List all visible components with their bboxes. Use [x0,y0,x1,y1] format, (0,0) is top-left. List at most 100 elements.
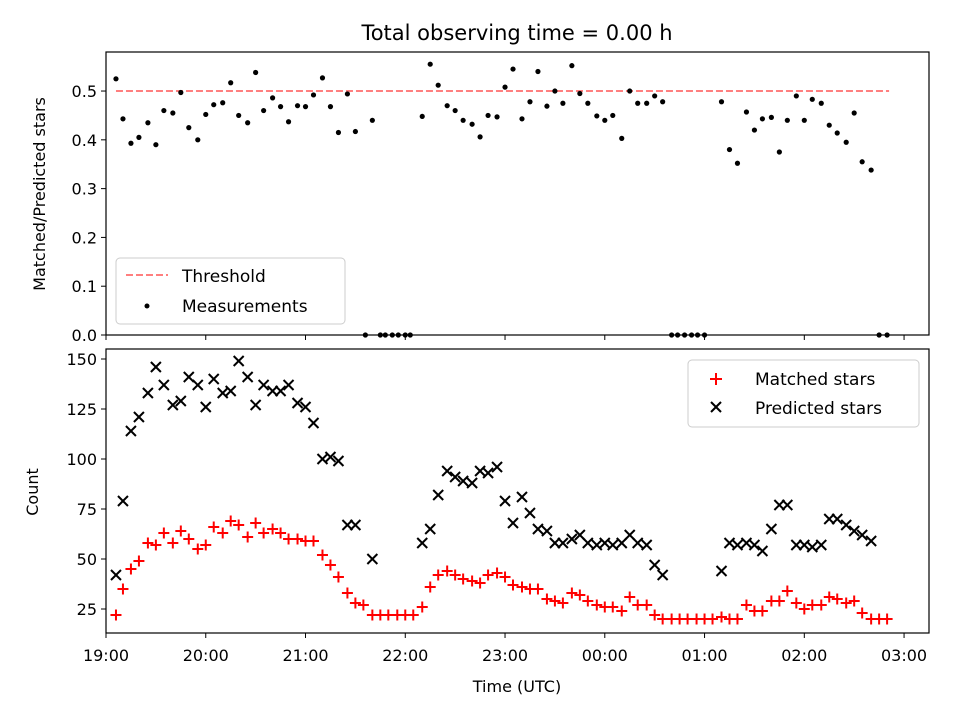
matched-stars-point [591,599,603,611]
predicted-stars-point [274,385,287,397]
legend-top-frame [115,257,346,325]
predicted-stars-point [291,397,304,409]
xtick-label: 19:00 [83,646,129,665]
predicted-stars-point [715,565,728,577]
measurement-point [635,100,641,106]
predicted-stars-point [441,465,453,477]
matched-stars-point [566,587,578,599]
predicted-stars-point [856,529,868,541]
matched-stars-point [158,527,170,539]
measurement-point [843,139,849,145]
measurement-point [818,100,824,106]
predicted-stars-point [224,385,237,397]
matched-stars-point [856,607,868,619]
predicted-stars-point [324,451,337,463]
top-ytick-label: 0.4 [72,131,97,150]
predicted-stars-point [806,541,818,553]
measurement-point [195,137,201,143]
matched-stars-point [316,549,328,561]
bottom-ytick-label: 50 [77,550,97,569]
matched-stars-point [607,601,619,613]
matched-stars-point [208,521,220,533]
predicted-stars-point [416,537,428,549]
predicted-stars-point [117,495,129,507]
measurement-point [485,112,491,119]
matched-stars-point [582,595,594,607]
predicted-stars-point [133,411,145,423]
measurement-point [627,88,633,94]
measurement-point [427,61,433,67]
matched-stars-point [881,613,893,625]
bottom-axes: 25 50 75 100 125 150 19:00 20:00 21:00 22:00 23:00… [66,348,930,665]
matched-stars-point [324,559,336,571]
bottom-axes-frame [105,348,930,634]
measurement-point [269,95,276,101]
top-axes: 0.0 0.1 0.2 0.3 0.4 0.5 [72,51,930,345]
matched-stars-point [117,583,129,595]
legend-matched-marker [710,373,722,385]
measurement-point [145,120,151,126]
predicted-stars-point [299,401,312,413]
measurement-point [660,99,666,105]
measurement-point [619,135,625,141]
top-ytick-label: 0.3 [72,180,97,199]
measurement-point [186,125,192,131]
matched-stars-point [649,609,661,621]
predicted-stars-point [516,491,528,503]
measurement-point [868,167,874,173]
measurement-point [327,104,334,110]
matched-stars-point [416,601,428,613]
matched-stars-point [773,595,785,607]
measurement-point [344,91,351,97]
measurement-point [136,134,142,140]
legend-predicted-label: Predicted stars [755,399,882,419]
predicted-stars-point [482,467,494,479]
legend-predicted-marker [710,401,722,413]
matched-stars-point [831,593,843,605]
predicted-stars-point [656,569,669,581]
measurement-point [594,113,600,119]
predicted-stars-point [142,387,154,399]
y-axis-label-ratio: Matched/Predicted stars [30,97,49,291]
measurement-point [759,116,766,122]
matched-stars-point [407,609,419,621]
measurement-point [253,69,259,76]
matched-stars-point [482,569,494,581]
matched-stars-point [125,563,137,575]
measurement-point [793,93,799,99]
matched-stars-point [466,575,478,587]
measurement-point [120,116,126,122]
measurement-point [310,92,317,98]
matched-stars-point [200,539,212,551]
matched-stars-point [150,539,162,551]
matched-stars-point [432,569,444,581]
predicted-stars-point [366,553,379,565]
predicted-stars-point [282,379,295,391]
measurement-point [153,142,159,148]
measurement-point [859,159,865,165]
predicted-stars-point [648,559,661,571]
measurement-point [161,107,167,114]
xtick-label: 23:00 [482,646,528,665]
x-axis-label: Time (UTC) [472,677,561,696]
predicted-stars-point [557,537,569,549]
matched-stars-point [267,523,279,535]
predicted-stars-point [781,499,794,511]
measurement-point [784,117,790,123]
matched-stars-point [624,591,636,603]
matched-stars-point [716,611,728,623]
measurement-point [502,84,508,90]
predicted-stars-point [192,379,204,391]
matched-stars-point [449,569,461,581]
matched-stars-point [424,581,436,593]
measurement-point [644,100,650,106]
matched-stars-point [307,535,319,547]
measurement-point [261,107,267,114]
predicted-stars-point [748,539,761,551]
matched-stars-point [133,555,145,567]
measurement-point [527,99,533,105]
predicted-stars-point [167,399,179,411]
measurement-point [535,68,541,75]
measurement-point [113,76,119,82]
